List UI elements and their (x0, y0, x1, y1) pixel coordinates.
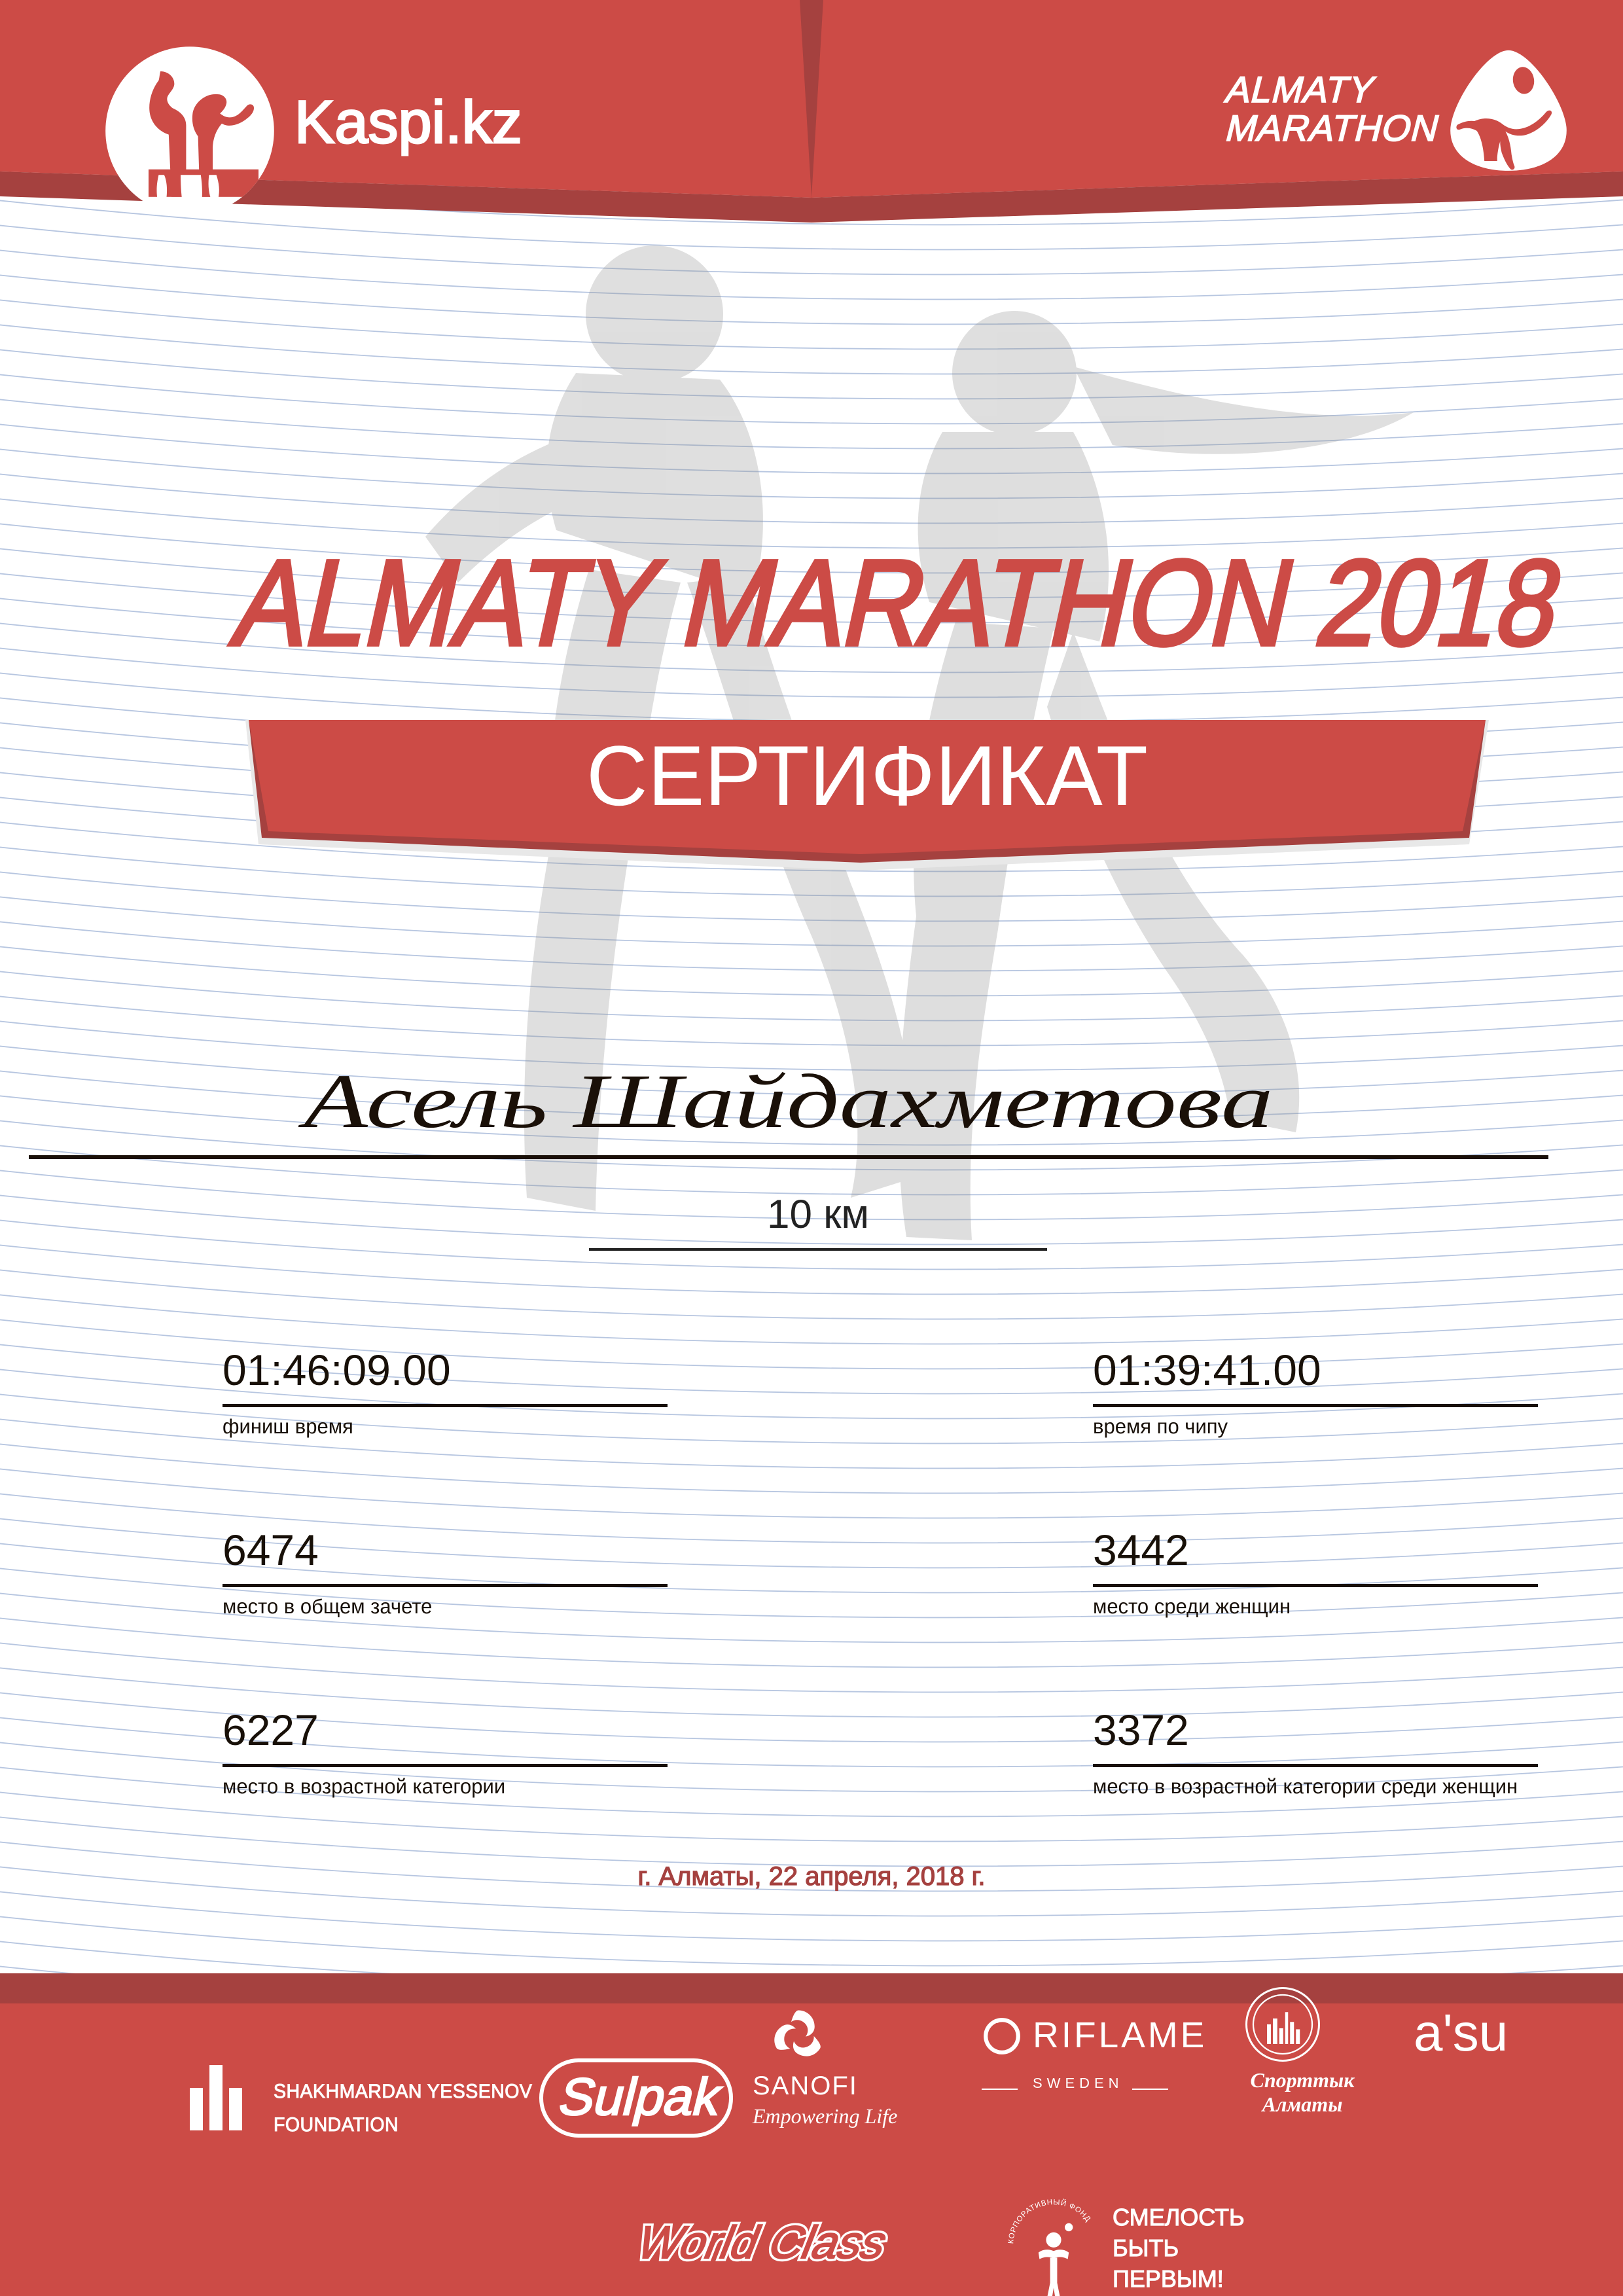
svg-text:СЕРТИФИКАТ: СЕРТИФИКАТ (586, 728, 1148, 823)
svg-text:World Class: World Class (638, 2216, 889, 2268)
svg-text:Sulpak: Sulpak (556, 2068, 726, 2126)
